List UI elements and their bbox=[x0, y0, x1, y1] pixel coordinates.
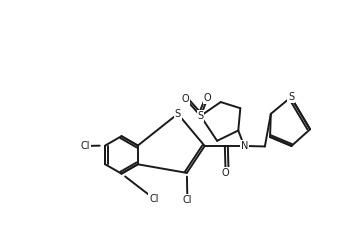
Text: S: S bbox=[197, 111, 203, 121]
Text: Cl: Cl bbox=[149, 194, 158, 204]
Text: Cl: Cl bbox=[183, 195, 192, 205]
Text: Cl: Cl bbox=[81, 141, 90, 151]
Text: S: S bbox=[175, 109, 181, 119]
Text: S: S bbox=[288, 92, 294, 102]
Text: O: O bbox=[204, 93, 212, 103]
Text: O: O bbox=[222, 168, 230, 178]
Text: N: N bbox=[240, 141, 248, 151]
Text: O: O bbox=[182, 94, 189, 104]
